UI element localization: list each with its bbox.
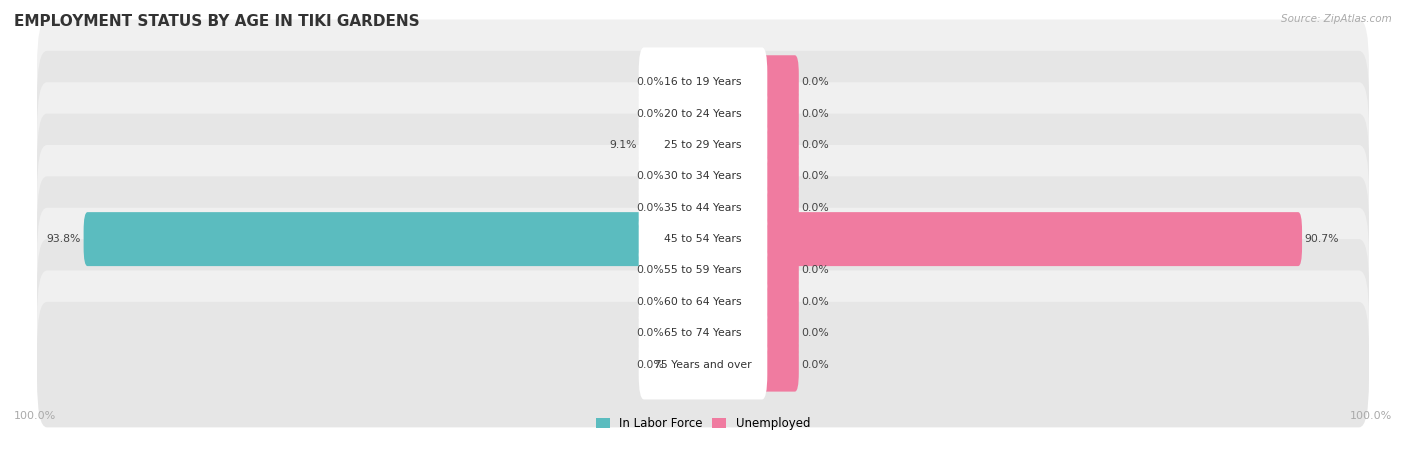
Text: 0.0%: 0.0%: [801, 266, 830, 275]
FancyBboxPatch shape: [37, 51, 1369, 176]
Text: 0.0%: 0.0%: [636, 266, 664, 275]
FancyBboxPatch shape: [37, 270, 1369, 396]
FancyBboxPatch shape: [758, 181, 799, 235]
Text: 0.0%: 0.0%: [801, 108, 830, 119]
Text: 100.0%: 100.0%: [1350, 411, 1392, 421]
Text: 60 to 64 Years: 60 to 64 Years: [664, 297, 742, 307]
Text: 0.0%: 0.0%: [801, 77, 830, 87]
Text: EMPLOYMENT STATUS BY AGE IN TIKI GARDENS: EMPLOYMENT STATUS BY AGE IN TIKI GARDENS: [14, 14, 419, 28]
FancyBboxPatch shape: [37, 19, 1369, 145]
FancyBboxPatch shape: [83, 212, 648, 266]
FancyBboxPatch shape: [638, 330, 768, 400]
FancyBboxPatch shape: [758, 306, 799, 360]
Text: 0.0%: 0.0%: [636, 108, 664, 119]
Text: 20 to 24 Years: 20 to 24 Years: [664, 108, 742, 119]
Text: 30 to 34 Years: 30 to 34 Years: [664, 171, 742, 181]
FancyBboxPatch shape: [758, 212, 1302, 266]
FancyBboxPatch shape: [638, 298, 768, 368]
Text: 0.0%: 0.0%: [636, 297, 664, 307]
Text: 65 to 74 Years: 65 to 74 Years: [664, 328, 742, 338]
FancyBboxPatch shape: [758, 55, 799, 109]
Text: 100.0%: 100.0%: [14, 411, 56, 421]
FancyBboxPatch shape: [37, 208, 1369, 333]
FancyBboxPatch shape: [638, 142, 768, 211]
FancyBboxPatch shape: [37, 145, 1369, 270]
Text: 9.1%: 9.1%: [609, 140, 637, 150]
Text: Source: ZipAtlas.com: Source: ZipAtlas.com: [1281, 14, 1392, 23]
Text: 55 to 59 Years: 55 to 59 Years: [664, 266, 742, 275]
FancyBboxPatch shape: [758, 338, 799, 392]
FancyBboxPatch shape: [638, 79, 768, 148]
FancyBboxPatch shape: [640, 118, 648, 172]
FancyBboxPatch shape: [638, 47, 768, 117]
FancyBboxPatch shape: [758, 275, 799, 329]
FancyBboxPatch shape: [37, 239, 1369, 364]
Text: 0.0%: 0.0%: [636, 360, 664, 369]
Text: 45 to 54 Years: 45 to 54 Years: [664, 234, 742, 244]
Text: 0.0%: 0.0%: [636, 203, 664, 213]
Text: 75 Years and over: 75 Years and over: [654, 360, 752, 369]
Text: 0.0%: 0.0%: [801, 171, 830, 181]
Text: 0.0%: 0.0%: [801, 297, 830, 307]
Text: 0.0%: 0.0%: [636, 77, 664, 87]
Text: 0.0%: 0.0%: [636, 328, 664, 338]
Text: 93.8%: 93.8%: [46, 234, 82, 244]
FancyBboxPatch shape: [37, 113, 1369, 239]
Text: 35 to 44 Years: 35 to 44 Years: [664, 203, 742, 213]
FancyBboxPatch shape: [638, 204, 768, 274]
Text: 0.0%: 0.0%: [801, 203, 830, 213]
FancyBboxPatch shape: [758, 243, 799, 297]
FancyBboxPatch shape: [758, 87, 799, 140]
Text: 0.0%: 0.0%: [801, 328, 830, 338]
FancyBboxPatch shape: [758, 149, 799, 203]
Legend: In Labor Force, Unemployed: In Labor Force, Unemployed: [591, 412, 815, 435]
Text: 90.7%: 90.7%: [1305, 234, 1339, 244]
FancyBboxPatch shape: [758, 118, 799, 172]
Text: 25 to 29 Years: 25 to 29 Years: [664, 140, 742, 150]
Text: 0.0%: 0.0%: [801, 360, 830, 369]
Text: 0.0%: 0.0%: [801, 140, 830, 150]
Text: 16 to 19 Years: 16 to 19 Years: [664, 77, 742, 87]
FancyBboxPatch shape: [37, 176, 1369, 302]
FancyBboxPatch shape: [638, 173, 768, 243]
FancyBboxPatch shape: [638, 236, 768, 305]
Text: 0.0%: 0.0%: [636, 171, 664, 181]
FancyBboxPatch shape: [37, 82, 1369, 208]
FancyBboxPatch shape: [638, 267, 768, 337]
FancyBboxPatch shape: [37, 302, 1369, 428]
FancyBboxPatch shape: [638, 110, 768, 180]
